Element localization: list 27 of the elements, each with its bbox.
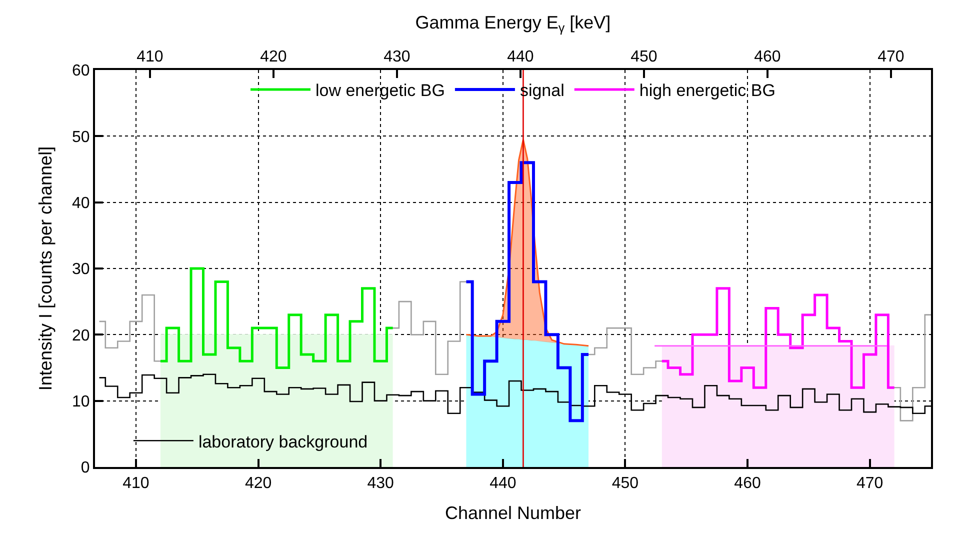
x-tick-label: 440 (490, 475, 516, 492)
x-tick-label: 420 (244, 475, 272, 492)
legend-label: laboratory background (198, 432, 368, 452)
x-tick-label: 470 (856, 475, 884, 492)
y-tick-label: 30 (72, 261, 90, 278)
x2-tick-label: 410 (136, 48, 164, 66)
x2-tick-label: 430 (384, 48, 410, 66)
y-tick-label: 60 (72, 62, 90, 80)
x2-tick-label: 470 (878, 48, 904, 66)
x-tick-label: 430 (367, 475, 394, 492)
y-tick-label: 0 (80, 460, 90, 477)
y-tick-label: 50 (72, 128, 90, 146)
x-tick-label: 460 (734, 475, 761, 492)
y-axis-title: Intensity I [counts per channel] (36, 146, 56, 391)
legend-label: low energetic BG (316, 81, 445, 100)
x-axis-title: Channel Number (444, 502, 582, 523)
x2-tick-label: 450 (630, 48, 658, 66)
x2-tick-label: 440 (507, 48, 534, 66)
x-tick-label: 450 (612, 475, 639, 492)
x2-tick-label: 420 (260, 48, 287, 66)
x2-tick-label: 460 (754, 48, 781, 66)
y-tick-label: 10 (72, 393, 90, 410)
legend-label: high energetic BG (639, 81, 776, 100)
y-tick-label: 40 (72, 194, 90, 212)
x-tick-label: 410 (122, 475, 150, 492)
y-tick-label: 20 (72, 327, 90, 344)
x2-axis-title: Gamma Energy E$_{γ}$ [keV] (415, 12, 611, 36)
